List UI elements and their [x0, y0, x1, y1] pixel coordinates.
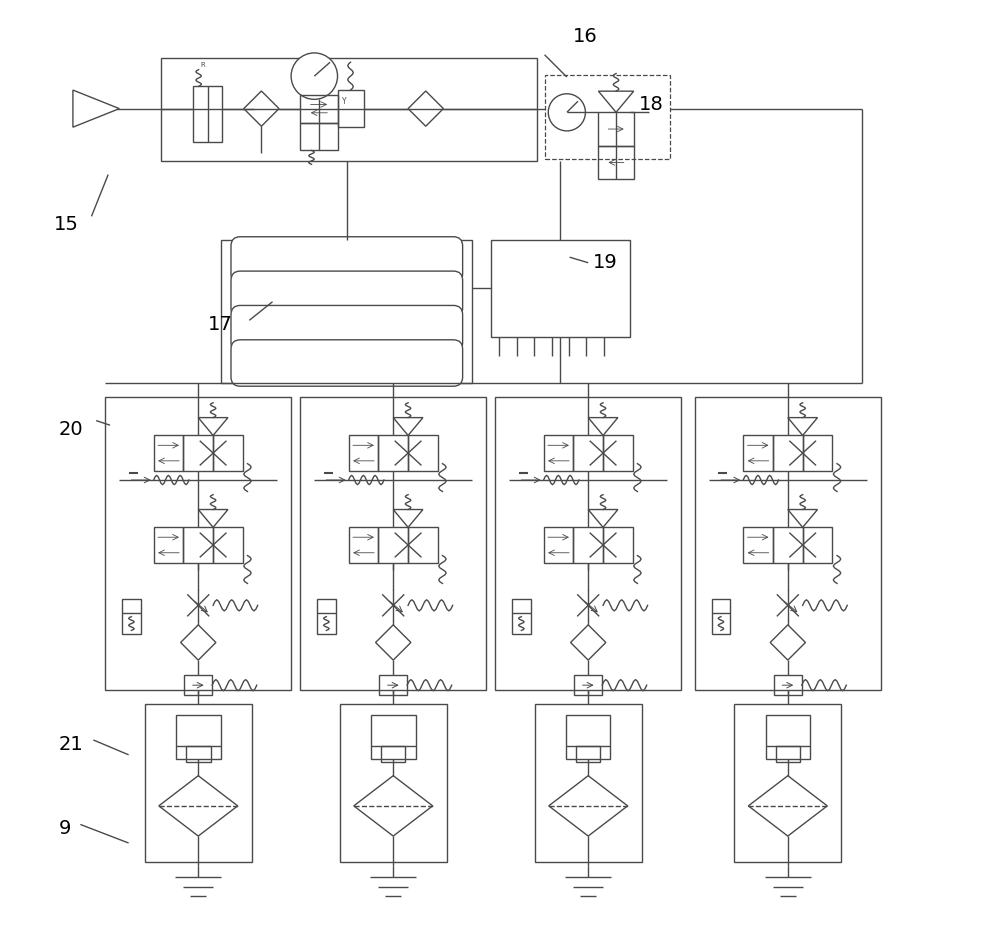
- Bar: [743, 435, 773, 471]
- Bar: [381, 746, 405, 762]
- Polygon shape: [354, 776, 433, 836]
- Bar: [349, 528, 378, 562]
- Bar: [340, 703, 447, 861]
- Bar: [598, 112, 634, 146]
- Bar: [193, 86, 222, 142]
- Polygon shape: [376, 625, 411, 660]
- Bar: [300, 94, 338, 122]
- Polygon shape: [748, 776, 827, 836]
- Polygon shape: [244, 91, 279, 126]
- Polygon shape: [198, 510, 228, 528]
- Bar: [712, 599, 730, 634]
- Bar: [491, 239, 630, 337]
- Bar: [743, 528, 773, 562]
- Bar: [161, 59, 537, 161]
- Polygon shape: [73, 90, 119, 127]
- Text: 20: 20: [59, 419, 84, 438]
- Bar: [379, 675, 407, 696]
- Bar: [186, 746, 211, 762]
- Text: 9: 9: [59, 819, 71, 838]
- Bar: [803, 528, 832, 562]
- Polygon shape: [788, 510, 818, 528]
- Bar: [495, 397, 681, 690]
- Bar: [573, 435, 603, 471]
- Bar: [378, 528, 408, 562]
- FancyBboxPatch shape: [231, 271, 463, 318]
- Bar: [300, 122, 338, 150]
- Bar: [566, 715, 610, 759]
- Bar: [122, 599, 141, 634]
- Bar: [773, 528, 803, 562]
- Bar: [603, 435, 633, 471]
- Bar: [349, 435, 378, 471]
- Text: 17: 17: [208, 315, 232, 333]
- Polygon shape: [770, 625, 805, 660]
- Bar: [213, 435, 243, 471]
- Bar: [803, 435, 832, 471]
- Bar: [734, 703, 841, 861]
- Bar: [338, 90, 364, 127]
- Text: Y: Y: [342, 97, 347, 106]
- Bar: [300, 397, 486, 690]
- Bar: [774, 675, 802, 696]
- Bar: [154, 435, 183, 471]
- Circle shape: [548, 93, 585, 131]
- Bar: [176, 715, 221, 759]
- Text: 16: 16: [572, 27, 597, 46]
- Bar: [105, 397, 291, 690]
- Polygon shape: [588, 510, 618, 528]
- Polygon shape: [408, 91, 443, 126]
- Polygon shape: [198, 417, 228, 435]
- Polygon shape: [159, 776, 238, 836]
- Text: 21: 21: [59, 735, 84, 754]
- Bar: [371, 715, 416, 759]
- FancyBboxPatch shape: [231, 236, 463, 283]
- Polygon shape: [393, 510, 423, 528]
- Bar: [154, 528, 183, 562]
- Text: R: R: [200, 62, 205, 68]
- Polygon shape: [549, 776, 628, 836]
- FancyBboxPatch shape: [231, 305, 463, 352]
- Bar: [408, 435, 438, 471]
- Bar: [773, 435, 803, 471]
- Bar: [576, 746, 600, 762]
- FancyBboxPatch shape: [231, 340, 463, 387]
- Text: 18: 18: [639, 94, 664, 114]
- Bar: [408, 528, 438, 562]
- Bar: [776, 746, 800, 762]
- Bar: [574, 675, 602, 696]
- Bar: [378, 435, 408, 471]
- Bar: [183, 528, 213, 562]
- Bar: [766, 715, 810, 759]
- Bar: [544, 435, 573, 471]
- Bar: [184, 675, 212, 696]
- Bar: [544, 528, 573, 562]
- Bar: [573, 528, 603, 562]
- Bar: [183, 435, 213, 471]
- Bar: [317, 599, 336, 634]
- Polygon shape: [571, 625, 606, 660]
- Polygon shape: [181, 625, 216, 660]
- Bar: [145, 703, 252, 861]
- Polygon shape: [588, 417, 618, 435]
- Polygon shape: [788, 417, 818, 435]
- Bar: [603, 528, 633, 562]
- Text: 15: 15: [54, 215, 79, 234]
- Bar: [598, 146, 634, 179]
- Polygon shape: [598, 92, 634, 112]
- Text: 19: 19: [593, 253, 618, 273]
- Bar: [695, 397, 881, 690]
- Bar: [535, 703, 642, 861]
- Polygon shape: [393, 417, 423, 435]
- Bar: [221, 239, 472, 384]
- Bar: [213, 528, 243, 562]
- Circle shape: [291, 53, 338, 99]
- Bar: [512, 599, 531, 634]
- Bar: [545, 76, 670, 159]
